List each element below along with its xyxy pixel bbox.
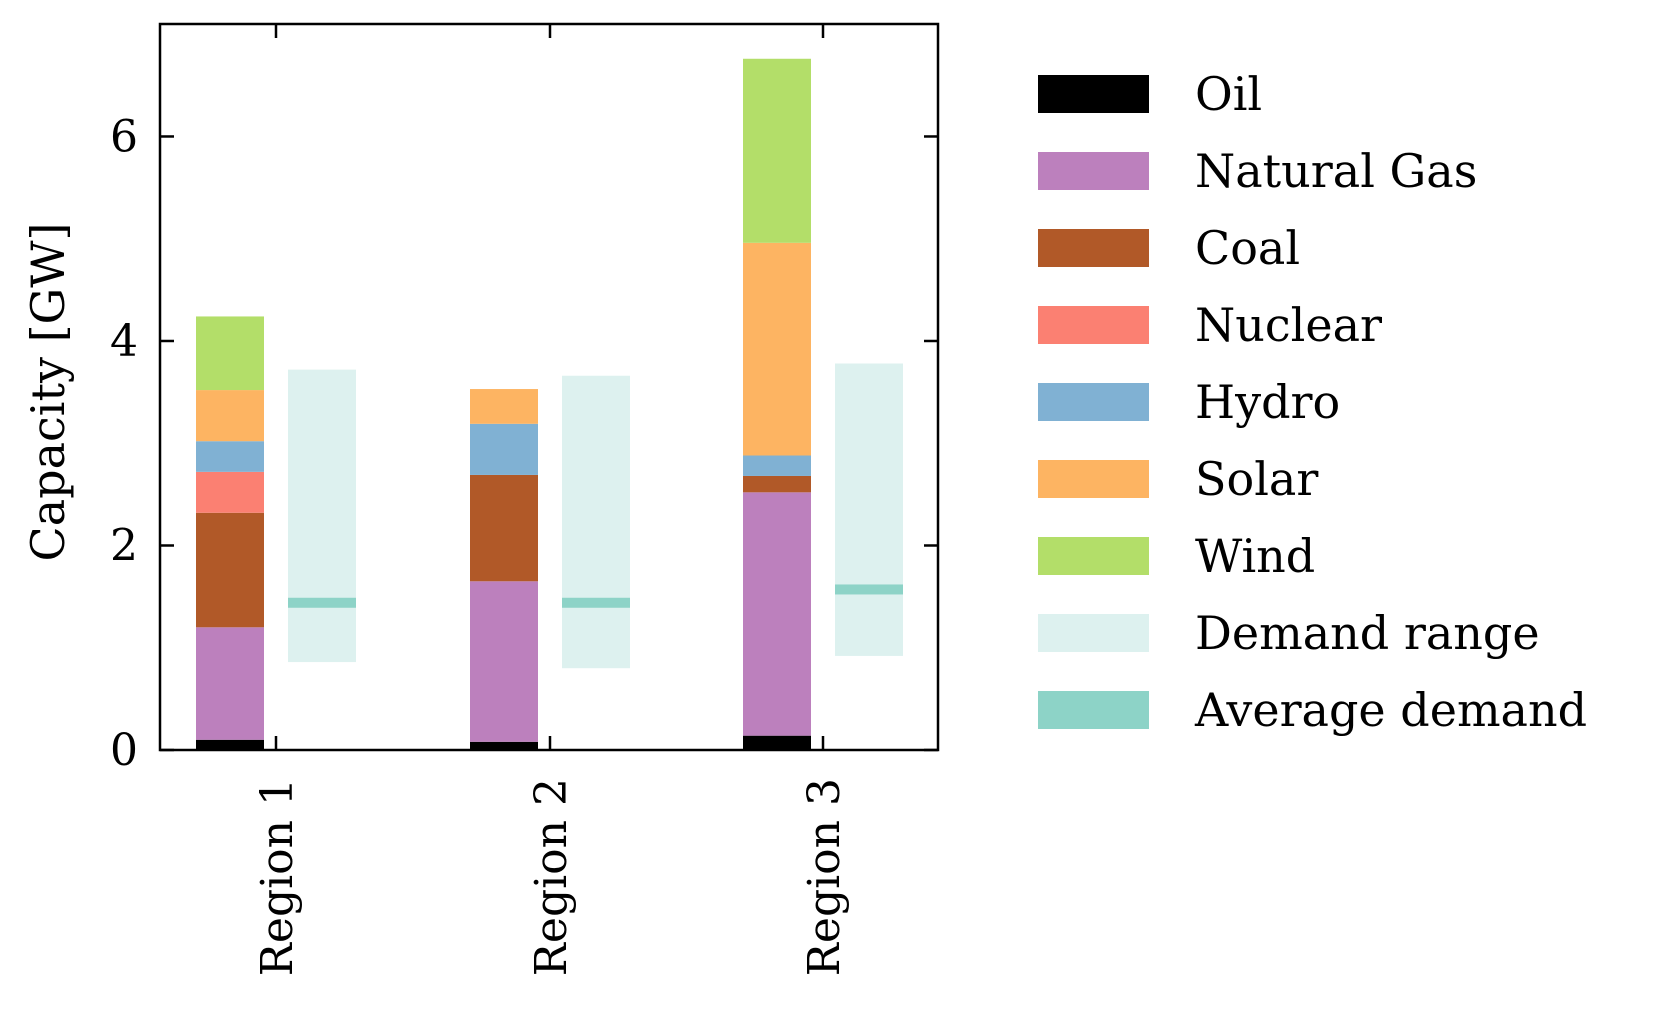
axes-layer: 0 2 4 6 Region 1 Region 2 Region 3: [110, 22, 940, 976]
legend-label-hydro: Hydro: [1195, 375, 1340, 429]
legend-swatch-solar: [1038, 460, 1149, 498]
y-tick-label: 2: [110, 520, 138, 571]
legend-swatch-oil: [1038, 75, 1149, 113]
legend-label-oil: Oil: [1195, 67, 1262, 121]
legend-label-demand-range: Demand range: [1195, 606, 1540, 660]
bar-region-1-oil: [196, 739, 264, 750]
bar-region-1-solar: [196, 390, 264, 442]
x-tick-label: Region 2: [526, 778, 577, 976]
bar-region-3-natural-gas: [743, 492, 811, 736]
legend-label-average-demand: Average demand: [1194, 683, 1587, 737]
legend-label-nuclear: Nuclear: [1195, 298, 1382, 352]
x-tick-label: Region 1: [252, 778, 303, 976]
y-tick-label: 4: [110, 316, 138, 367]
legend-label-solar: Solar: [1195, 452, 1318, 506]
bar-region-1-coal: [196, 512, 264, 628]
legend-swatch-demand-range: [1038, 614, 1149, 652]
legend-swatch-average-demand: [1038, 691, 1149, 729]
average-demand-region-3: [835, 584, 903, 595]
legend-swatch-nuclear: [1038, 306, 1149, 344]
legend: Oil Natural Gas Coal Nuclear Hydro Solar Wind D…: [1038, 67, 1587, 737]
demand-range-region-2: [562, 375, 630, 669]
demand-range-region-1: [288, 369, 356, 663]
bars-layer: [196, 58, 811, 750]
bar-region-1-nuclear: [196, 471, 264, 513]
bar-region-1-natural-gas: [196, 627, 264, 740]
average-demand-region-1: [288, 597, 356, 608]
y-axis-label: Capacity [GW]: [21, 223, 75, 562]
legend-swatch-natural-gas: [1038, 152, 1149, 190]
legend-label-natural-gas: Natural Gas: [1195, 144, 1477, 198]
bar-region-3-oil: [743, 735, 811, 750]
bar-region-3-solar: [743, 242, 811, 456]
bar-region-3-hydro: [743, 455, 811, 476]
average-demand-region-2: [562, 597, 630, 608]
demand-layer: [288, 363, 903, 669]
y-tick-label: 6: [110, 111, 138, 162]
bar-region-1-hydro: [196, 441, 264, 472]
bar-region-1-wind: [196, 316, 264, 391]
legend-swatch-wind: [1038, 537, 1149, 575]
y-tick-label: 0: [110, 725, 138, 776]
bar-region-3-coal: [743, 475, 811, 493]
axes-frame: [158, 22, 940, 752]
bar-region-2-solar: [470, 389, 538, 424]
bar-region-2-oil: [470, 741, 538, 750]
bar-region-2-coal: [470, 474, 538, 582]
bar-region-2-natural-gas: [470, 581, 538, 742]
legend-label-coal: Coal: [1195, 221, 1300, 275]
legend-swatch-hydro: [1038, 383, 1149, 421]
bar-region-3-wind: [743, 58, 811, 243]
x-tick-label: Region 3: [799, 778, 850, 976]
bar-region-2-hydro: [470, 423, 538, 475]
legend-label-wind: Wind: [1195, 529, 1315, 583]
demand-range-region-3: [835, 363, 903, 656]
legend-swatch-coal: [1038, 229, 1149, 267]
